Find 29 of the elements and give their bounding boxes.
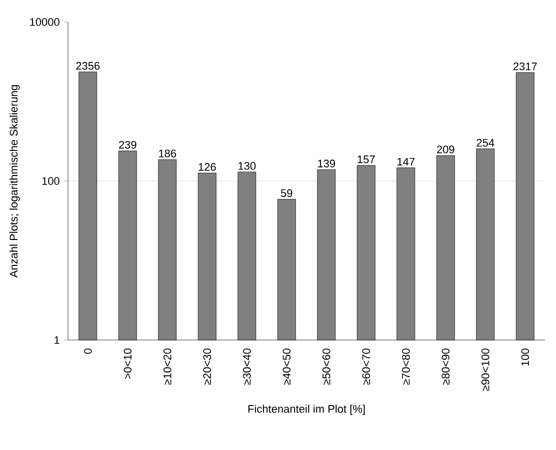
- data-label: 139: [318, 160, 336, 168]
- x-tick-label: ≥50<60: [322, 348, 330, 385]
- data-label: 209: [437, 146, 454, 154]
- y-tick-label: 1: [54, 336, 60, 344]
- x-axis-title: Fichtenanteil im Plot [%]: [248, 404, 365, 415]
- y-axis-title: Anzahl Plots; logarithmische Skalierung: [9, 85, 20, 278]
- x-tick-label: ≥10<20: [163, 348, 172, 385]
- x-tick-label: 0: [84, 348, 92, 354]
- data-label: 59: [280, 189, 292, 198]
- x-tick-label: ≥20<30: [203, 348, 212, 385]
- data-label: 126: [198, 163, 216, 171]
- data-label: 186: [159, 150, 176, 158]
- y-tick-label: 10000: [30, 18, 60, 26]
- x-tick-label: ≥90<100: [482, 348, 490, 391]
- data-label: 2317: [513, 62, 537, 70]
- data-label: 130: [238, 162, 256, 170]
- x-tick-label: ≥80<90: [442, 348, 450, 385]
- data-label: 157: [358, 156, 375, 164]
- x-tick-label: ≥60<70: [362, 348, 370, 385]
- x-tick-label: ≥40<50: [282, 348, 291, 385]
- y-tick-label: 100: [42, 177, 60, 185]
- data-label: 2356: [76, 62, 100, 70]
- x-tick-label: ≥30<40: [242, 348, 251, 385]
- data-label: 239: [119, 140, 136, 149]
- x-tick-label: 100: [521, 348, 530, 366]
- data-label: 254: [476, 138, 494, 147]
- x-tick-label: >0<10: [124, 348, 132, 379]
- data-label: 147: [398, 158, 415, 166]
- x-tick-label: ≥70<80: [402, 348, 410, 385]
